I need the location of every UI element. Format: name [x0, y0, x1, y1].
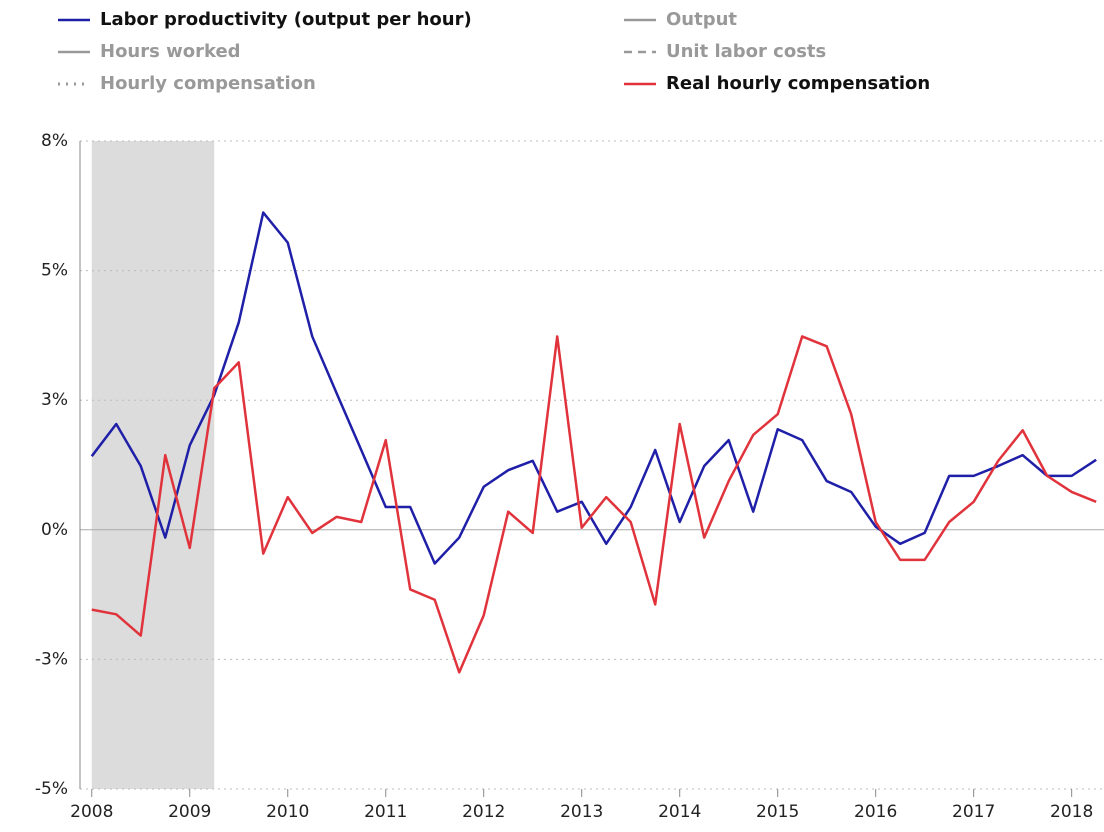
- recession-shade: [91, 141, 215, 789]
- legend-label: Hourly compensation: [100, 73, 316, 94]
- y-tick-label: -5%: [35, 779, 68, 799]
- series-line: [90, 211, 1097, 565]
- legend-label: Real hourly compensation: [666, 73, 930, 94]
- legend-label: Hours worked: [100, 41, 241, 62]
- legend-label: Unit labor costs: [666, 41, 826, 62]
- x-tick-label: 2010: [266, 802, 309, 822]
- x-tick-label: 2017: [952, 802, 995, 822]
- legend-label: Labor productivity (output per hour): [100, 9, 472, 30]
- x-tick-label: 2016: [854, 802, 897, 822]
- y-tick-label: 0%: [41, 520, 68, 540]
- y-tick-label: -3%: [35, 649, 68, 669]
- x-tick-label: 2011: [364, 802, 407, 822]
- x-tick-label: 2012: [462, 802, 505, 822]
- x-tick-label: 2015: [756, 802, 799, 822]
- x-tick-label: 2018: [1050, 802, 1093, 822]
- legend-label: Output: [666, 9, 737, 30]
- x-tick-label: 2008: [70, 802, 113, 822]
- x-tick-label: 2009: [168, 802, 211, 822]
- x-tick-label: 2013: [560, 802, 603, 822]
- y-tick-label: 8%: [41, 131, 68, 151]
- x-tick-label: 2014: [658, 802, 701, 822]
- y-tick-label: 3%: [41, 390, 68, 410]
- series-line: [91, 335, 1097, 674]
- y-tick-label: 5%: [41, 261, 68, 281]
